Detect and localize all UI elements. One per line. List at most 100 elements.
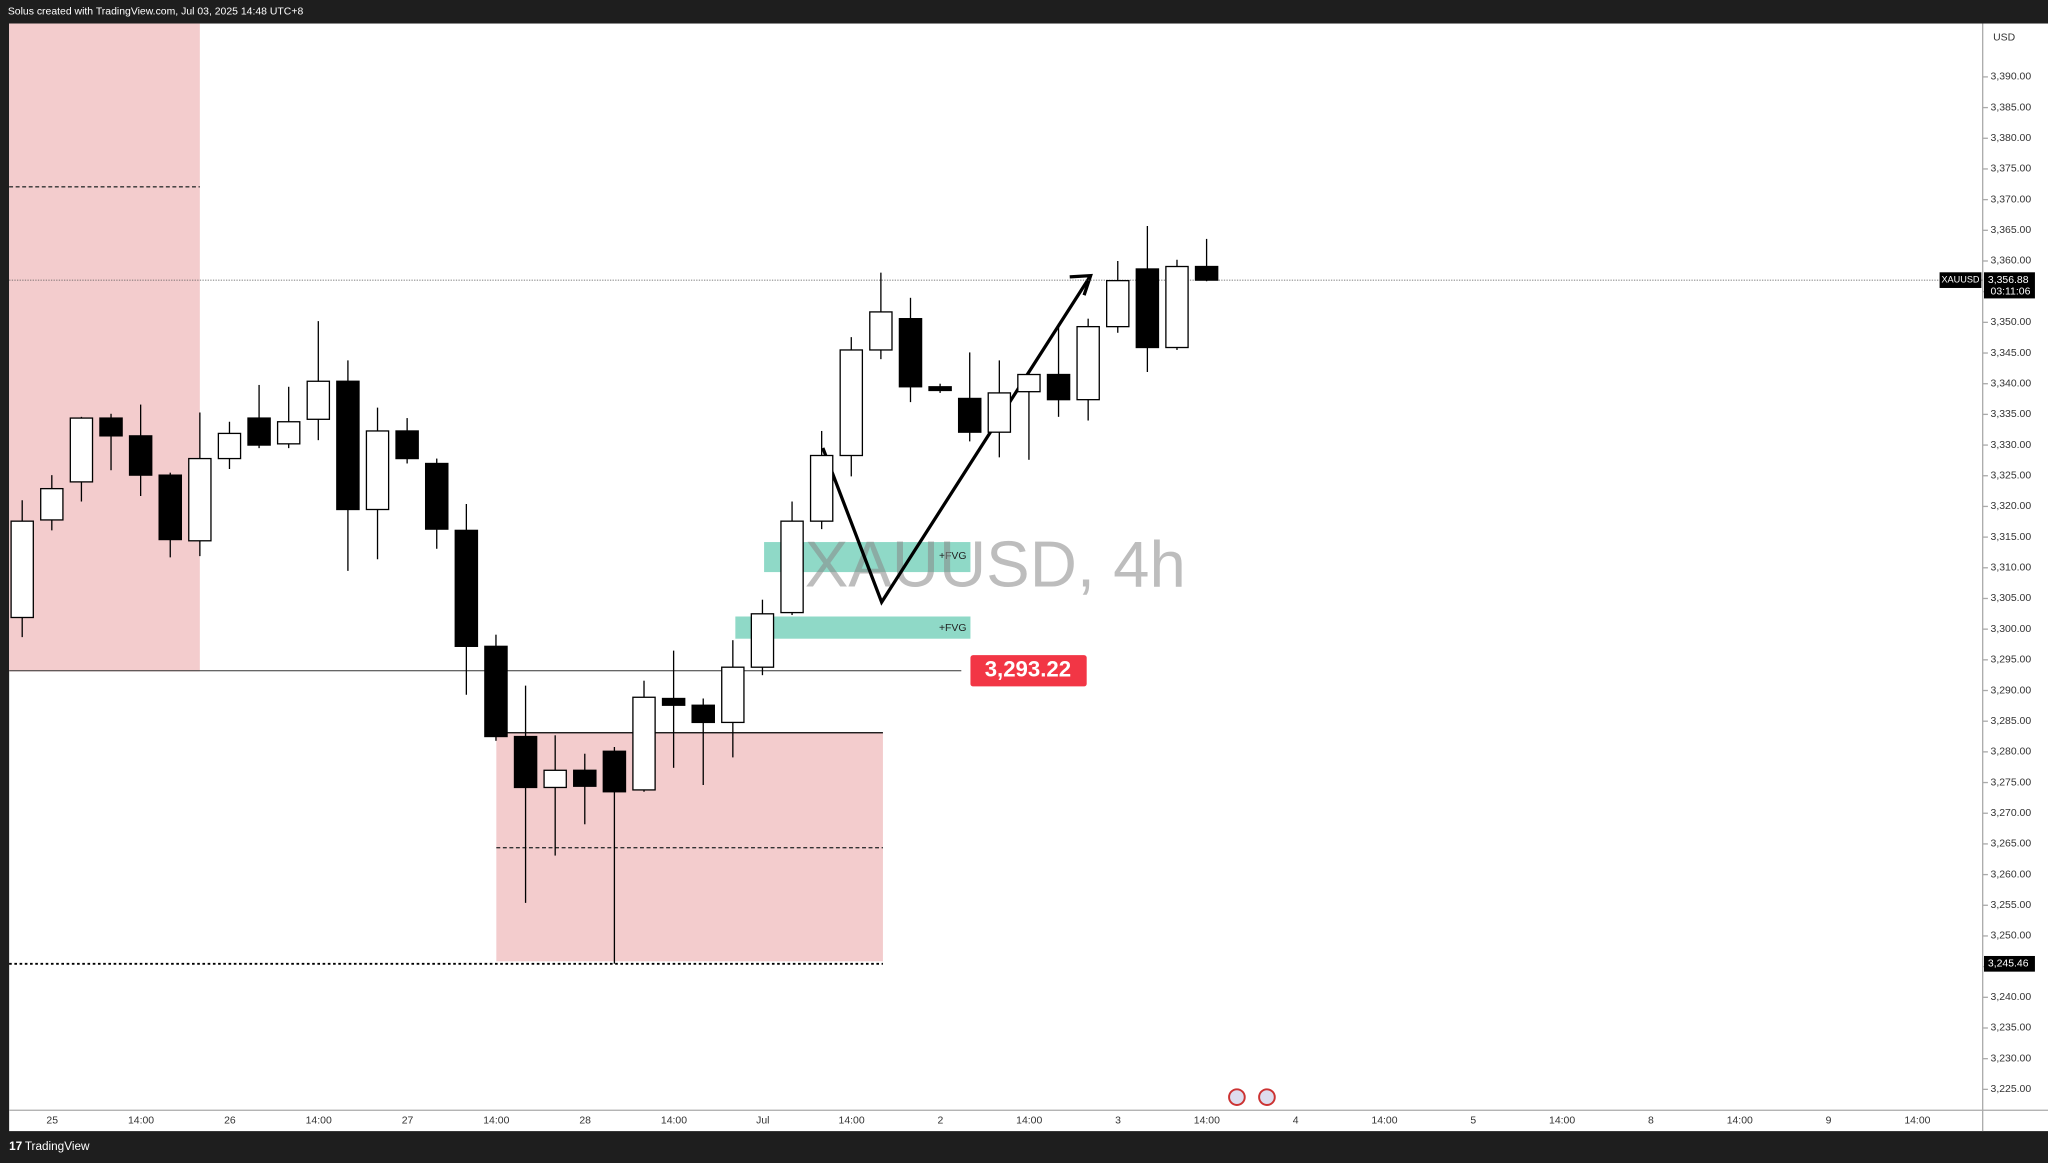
- candle-body: [750, 613, 775, 668]
- y-tick-label: 3,380.00: [1991, 133, 2032, 144]
- y-tick-label: 3,225.00: [1991, 1084, 2032, 1095]
- x-tick-label: 26: [224, 1115, 236, 1126]
- candle-body: [424, 462, 449, 530]
- x-tick-label: 14:00: [128, 1115, 154, 1126]
- y-tick-label: 3,285.00: [1991, 716, 2032, 727]
- y-tick-label: 3,305.00: [1991, 593, 2032, 604]
- candle-body: [484, 645, 508, 738]
- header: Solus created with TradingView.com, Jul …: [8, 7, 304, 18]
- candle-body: [69, 417, 94, 483]
- event-icon: [1258, 1088, 1276, 1106]
- y-tick-label: 3,385.00: [1991, 102, 2032, 113]
- y-tick-label: 3,315.00: [1991, 532, 2032, 543]
- y-tick-label: 3,230.00: [1991, 1053, 2032, 1064]
- y-tick-label: 3,260.00: [1991, 869, 2032, 880]
- x-tick-label: 14:00: [1549, 1115, 1575, 1126]
- y-tick-label: 3,345.00: [1991, 348, 2032, 359]
- watermark: XAUUSD, 4h: [805, 528, 1186, 601]
- candle-body: [158, 474, 183, 541]
- candle-body: [1194, 265, 1219, 281]
- last-price-badge: [1984, 272, 2035, 299]
- low-level-badge: [1984, 955, 2035, 972]
- y-tick-label: 3,310.00: [1991, 563, 2032, 574]
- x-tick-label: 14:00: [1904, 1115, 1930, 1126]
- x-tick-label: 14:00: [1016, 1115, 1042, 1126]
- y-tick-label: 3,235.00: [1991, 1023, 2032, 1034]
- symbol-label: XAUUSD: [1941, 275, 1979, 285]
- candle-body: [691, 704, 715, 724]
- candle-body: [721, 666, 745, 724]
- x-tick-label: 8: [1648, 1115, 1654, 1126]
- x-tick-label: 14:00: [1371, 1115, 1397, 1126]
- y-tick-label: 3,270.00: [1991, 808, 2032, 819]
- y-tick-label: 3,295.00: [1991, 655, 2032, 666]
- candle-body: [898, 318, 923, 388]
- y-tick-label: 3,335.00: [1991, 409, 2032, 420]
- x-tick-label: 4: [1293, 1115, 1299, 1126]
- y-tick-label: 3,290.00: [1991, 685, 2032, 696]
- x-tick-label: 2: [938, 1115, 944, 1126]
- candle-body: [247, 417, 271, 446]
- y-tick-label: 3,365.00: [1991, 225, 2032, 236]
- x-tick-label: 14:00: [661, 1115, 687, 1126]
- y-tick-label: 3,340.00: [1991, 378, 2032, 389]
- candle-body: [809, 454, 834, 522]
- y-tick-label: 3,255.00: [1991, 900, 2032, 911]
- candle-body: [1106, 279, 1130, 328]
- y-tick-label: 3,370.00: [1991, 194, 2032, 205]
- candle-body: [454, 529, 479, 647]
- candle-body: [513, 735, 538, 789]
- candle-body: [869, 311, 893, 351]
- event-icon: [1228, 1088, 1246, 1106]
- candle-body: [128, 435, 153, 476]
- x-tick-label: 27: [402, 1115, 414, 1126]
- x-tick-label: 14:00: [483, 1115, 509, 1126]
- candle-body: [661, 697, 686, 706]
- candle-body: [365, 430, 390, 511]
- logo: 17: [9, 1140, 23, 1153]
- last-price-label: 3,356.88: [1988, 275, 2029, 286]
- candle-body: [217, 432, 242, 460]
- y-tick-label: 3,250.00: [1991, 931, 2032, 942]
- x-tick-label: Jul: [756, 1115, 769, 1126]
- y-tick-label: 3,265.00: [1991, 839, 2032, 850]
- x-tick-label: 3: [1115, 1115, 1121, 1126]
- y-tick-label: 3,390.00: [1991, 72, 2032, 83]
- y-tick-label: 3,330.00: [1991, 440, 2032, 451]
- candle-body: [928, 386, 952, 392]
- x-tick-label: 9: [1826, 1115, 1832, 1126]
- low-level-label: 3,245.46: [1988, 959, 2029, 970]
- plot-area: [9, 23, 2048, 1132]
- x-tick-label: 5: [1470, 1115, 1476, 1126]
- x-tick-label: 25: [46, 1115, 58, 1126]
- x-tick-label: 28: [579, 1115, 591, 1126]
- y-tick-label: 3,275.00: [1991, 777, 2032, 788]
- footer: TradingView: [25, 1140, 90, 1153]
- y-tick-label: 3,300.00: [1991, 624, 2032, 635]
- y-tick-label: 3,360.00: [1991, 256, 2032, 267]
- countdown: 03:11:06: [1991, 287, 2031, 298]
- y-tick-label: 3,280.00: [1991, 747, 2032, 758]
- candle-body: [632, 696, 656, 791]
- candle-body: [99, 417, 123, 437]
- arrow-head: [1069, 273, 1093, 296]
- y-tick-label: 3,350.00: [1991, 317, 2032, 328]
- x-tick-label: 14:00: [839, 1115, 865, 1126]
- candle-body: [1165, 265, 1189, 349]
- candle-body: [780, 520, 804, 614]
- x-tick-label: 14:00: [306, 1115, 332, 1126]
- candle-body: [188, 457, 212, 542]
- candle-body: [543, 769, 567, 789]
- supply-zone: [9, 23, 200, 672]
- candle-body: [1046, 373, 1071, 401]
- candle-body: [395, 430, 419, 460]
- y-tick-label: 3,240.00: [1991, 992, 2032, 1003]
- x-tick-label: 14:00: [1194, 1115, 1220, 1126]
- candle-body: [40, 487, 64, 521]
- candle-body: [1017, 373, 1041, 393]
- candle-body: [1076, 325, 1100, 401]
- candle-body: [957, 397, 982, 433]
- candle-body: [336, 380, 360, 511]
- fvg-zone: [735, 616, 971, 639]
